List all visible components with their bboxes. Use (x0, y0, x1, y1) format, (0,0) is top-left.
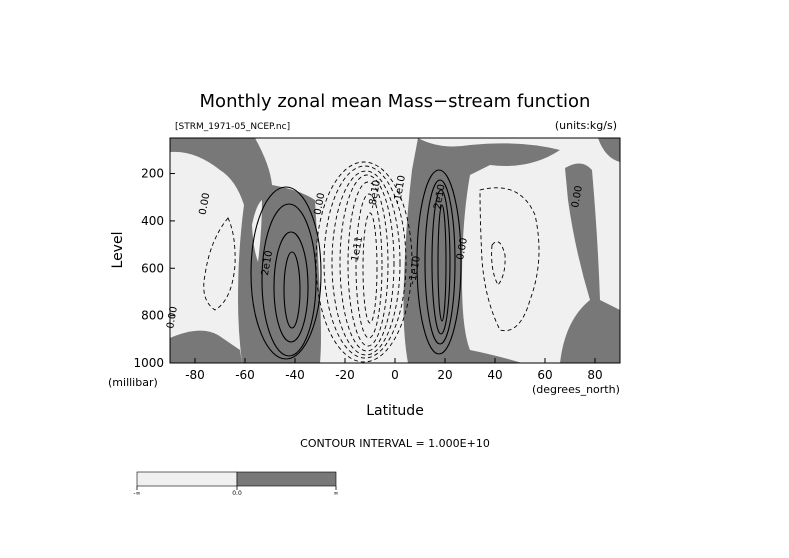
contour-ring-n2 (424, 179, 456, 345)
y-axis-unit: (millibar) (108, 376, 158, 389)
contour-ring-h3 (331, 170, 401, 356)
contour-label: -8e10 (367, 179, 383, 209)
colorbar: -∞ 0.0 ∞ (133, 471, 339, 497)
contour-interval-text: CONTOUR INTERVAL = 1.000E+10 (300, 437, 490, 450)
contour-label: 2e10 (260, 250, 275, 277)
positive-region-north-pole-top (598, 138, 620, 162)
contour-ring-n1 (416, 169, 462, 355)
contour-ring-h7 (362, 212, 378, 324)
y-axis-label: Level (110, 232, 126, 269)
colorbar-segment-negative (136, 471, 238, 487)
contour-label: 0.00 (455, 237, 470, 261)
contour-label: 2e10 (432, 183, 447, 210)
contour-label: -1e10 (407, 255, 423, 285)
x-tick-label: -40 (285, 368, 305, 382)
units-label: (units:kg/s) (555, 119, 617, 132)
contour-ring-s4 (283, 251, 301, 329)
contour-ring-h2 (323, 165, 407, 359)
contour-ring-h4 (339, 174, 395, 352)
y-tick-label: 1000 (133, 356, 164, 370)
x-tick-label: 80 (587, 368, 602, 382)
contour-regions (170, 138, 620, 363)
positive-region-polar-cell (560, 163, 620, 363)
x-tick-label: 0 (391, 368, 399, 382)
y-axis: 200 400 600 800 1000 (133, 167, 175, 370)
contour-label: -1e10 (392, 175, 408, 205)
contour-label: 1e11 (350, 235, 365, 262)
y-tick-label: 400 (141, 214, 164, 228)
contour-ring-northern-neg-inner (491, 241, 506, 286)
x-tick-label: -20 (335, 368, 355, 382)
x-tick-label: 20 (437, 368, 452, 382)
contour-ring-h1 (315, 161, 413, 363)
x-tick-label: 60 (537, 368, 552, 382)
contour-ring-n4 (437, 204, 447, 322)
contour-ring-n3 (431, 189, 451, 335)
contour-ring-s1 (250, 186, 322, 360)
chart-title: Monthly zonal mean Mass−stream function (200, 91, 591, 112)
contour-label: 0.00 (198, 192, 213, 216)
x-axis-unit: (degrees_north) (532, 383, 620, 396)
contour-ring-northern-neg-outer (479, 187, 540, 332)
y-tick-label: 800 (141, 309, 164, 323)
positive-region-southern-cell (170, 138, 321, 363)
colorbar-label-zero: 0.0 (232, 490, 242, 497)
contour-ring-h6 (355, 193, 383, 339)
contour-ring-s3 (273, 231, 309, 343)
file-label: [STRM_1971-05_NCEP.nc] (175, 122, 290, 132)
x-tick-label: 40 (487, 368, 502, 382)
contour-labels: 0.00 2e10 0.00 -8e10 1e11 -1e10 -1e10 2e10 0.00 0… (165, 175, 585, 330)
colorbar-label-neg: -∞ (133, 490, 140, 497)
colorbar-segment-positive (236, 471, 337, 487)
positive-region-south-pole-bottom (170, 330, 242, 363)
x-axis-label: Latitude (366, 403, 424, 419)
contour-lines (203, 161, 540, 363)
contour-label: 0.00 (570, 185, 585, 209)
contour-ring-s2 (261, 203, 317, 357)
y-tick-label: 600 (141, 261, 164, 275)
contour-label: 0.00 (313, 192, 328, 216)
contour-label: 0.00 (165, 306, 180, 330)
x-tick-label: -60 (235, 368, 255, 382)
colorbar-label-pos: ∞ (334, 490, 339, 497)
y-tick-label: 200 (141, 167, 164, 181)
contour-ring-h5 (347, 181, 389, 347)
contour-ring-southern-neg (203, 217, 236, 311)
x-tick-label: -80 (185, 368, 205, 382)
positive-region-northern-tropical-cell (403, 138, 560, 363)
x-axis: -80 -60 -40 -20 0 20 40 60 80 (185, 358, 603, 382)
